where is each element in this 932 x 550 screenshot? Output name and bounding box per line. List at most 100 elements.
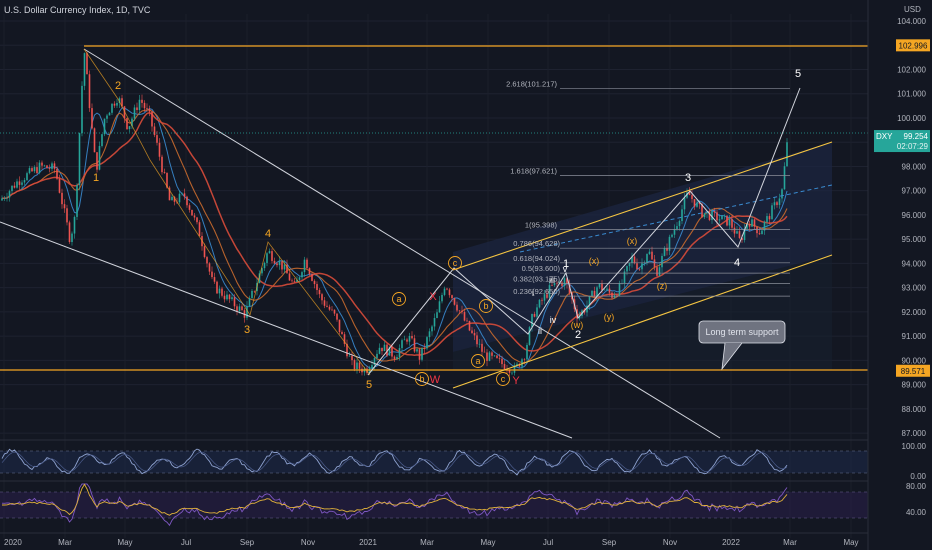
rsi-ma-line	[2, 483, 788, 516]
candle	[646, 253, 648, 266]
candle	[13, 182, 16, 189]
callout-pointer	[721, 342, 743, 371]
candle	[323, 297, 326, 309]
price-axis: 2020 Mar May Jul Sep Nov 2021 Mar May Jul Sep Nov 20…	[4, 0, 932, 550]
wave-label-X: X	[429, 291, 437, 303]
candle	[443, 286, 446, 297]
candle	[193, 213, 196, 221]
candle	[431, 324, 433, 336]
candle	[98, 141, 101, 171]
x-tick-label: Nov	[301, 538, 315, 547]
candle	[401, 338, 403, 353]
candle	[466, 317, 468, 323]
candle	[251, 289, 253, 300]
candle	[271, 248, 273, 264]
candle	[473, 329, 476, 341]
candle	[141, 94, 143, 108]
channel-lower-line	[452, 254, 833, 389]
candle	[593, 286, 596, 297]
candle	[328, 304, 331, 311]
candle	[143, 100, 146, 112]
candle	[148, 105, 151, 117]
candle	[311, 272, 313, 282]
wave-label-4: 4	[265, 228, 271, 240]
candle	[41, 160, 43, 170]
y-tick-label: 92.000	[902, 308, 927, 317]
candle	[428, 328, 431, 342]
candle	[493, 355, 496, 357]
candle	[418, 347, 421, 365]
candle	[21, 180, 23, 190]
candle	[671, 233, 673, 239]
candle	[613, 291, 616, 299]
candle	[276, 261, 278, 268]
candle	[281, 261, 283, 274]
candle	[128, 126, 131, 133]
candle	[208, 262, 211, 275]
candle	[16, 178, 18, 189]
candle	[356, 358, 358, 374]
candle	[158, 138, 161, 161]
candle	[211, 266, 213, 280]
candle	[46, 165, 48, 169]
candle	[691, 190, 693, 203]
fib-label-3: 0.786(94.628)	[513, 239, 560, 248]
candle	[196, 216, 198, 225]
candle	[1, 195, 3, 201]
y-tick-label: 97.000	[902, 187, 927, 196]
candle	[203, 243, 206, 259]
sub-wave-i: i	[532, 288, 534, 298]
candle	[283, 260, 286, 274]
candle	[306, 257, 308, 269]
candle	[358, 360, 361, 373]
circled-wave-text: c	[501, 374, 506, 384]
candle	[718, 214, 721, 224]
x-tick-label: Nov	[663, 538, 677, 547]
ma-slow	[2, 111, 788, 356]
x-tick-label: May	[117, 538, 132, 547]
candle	[783, 162, 786, 190]
candle	[81, 81, 83, 137]
candle	[631, 252, 633, 268]
candle	[703, 213, 706, 219]
wave-label-2: 2	[115, 80, 121, 92]
candle	[186, 195, 188, 208]
candle	[191, 209, 193, 216]
candle	[43, 164, 46, 167]
circled-wave-text: a	[396, 294, 401, 304]
wave-label-Y: Y	[512, 375, 520, 387]
wave-label-5: 5	[366, 379, 372, 391]
candle	[501, 355, 503, 368]
wave-label-2: 2	[575, 329, 581, 341]
candle	[136, 102, 138, 114]
x-tick-label: Jul	[181, 538, 191, 547]
candle	[468, 320, 471, 332]
x-tick-label: Mar	[420, 538, 434, 547]
wave-label-3: 3	[244, 324, 250, 336]
candle	[133, 104, 136, 121]
candle	[86, 51, 88, 75]
candle	[596, 285, 598, 302]
circled-wave-text: c	[453, 258, 458, 268]
x-tick-label: 2021	[359, 538, 377, 547]
candle	[151, 111, 153, 132]
candle	[438, 296, 441, 313]
candle	[73, 215, 76, 239]
candle	[626, 265, 628, 276]
x-tick-label: 2020	[4, 538, 22, 547]
candle	[126, 117, 128, 131]
candle	[226, 290, 228, 301]
decline-wave-path	[83, 48, 371, 376]
candle	[606, 285, 608, 292]
candle	[623, 268, 626, 289]
candle	[33, 165, 36, 174]
candle	[378, 343, 381, 355]
candle	[503, 360, 506, 371]
sub-wave-(w): (w)	[571, 320, 584, 330]
candle	[456, 301, 458, 313]
osc2-tick: 40.00	[906, 508, 927, 517]
candle	[343, 331, 346, 347]
candle	[116, 98, 118, 109]
candle	[146, 103, 148, 112]
